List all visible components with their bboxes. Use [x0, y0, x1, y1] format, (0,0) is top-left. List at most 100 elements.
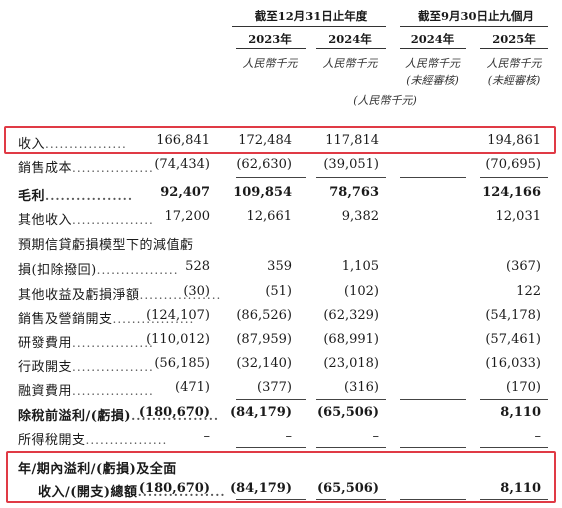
row-value: 166,841 — [130, 133, 210, 148]
row-value: – — [212, 429, 292, 444]
subtotal-line — [236, 447, 306, 448]
row-value: (70,695) — [441, 157, 541, 172]
header-unaudited-4: (未經審核) — [474, 72, 554, 88]
row-value: (377) — [212, 380, 292, 395]
table-row-selling-marketing: 銷售及營銷開支................. (124,107) (86,5… — [0, 305, 562, 327]
row-value: (74,434) — [130, 157, 210, 172]
row-value: (180,670) — [130, 405, 210, 420]
table-row-impairment-line1: 預期信貸虧損模型下的減值虧 — [0, 231, 562, 253]
header-unit-2: 人民幣千元 — [310, 55, 390, 71]
table-row-gross-profit: 毛利................. 92,407 109,854 78,76… — [0, 182, 562, 204]
row-value: (30) — [130, 284, 210, 299]
row-value: (54,178) — [441, 308, 541, 323]
subtotal-line — [316, 447, 386, 448]
row-value: – — [441, 429, 541, 444]
row-value: (102) — [299, 284, 379, 299]
row-value: (57,461) — [441, 332, 541, 347]
total-underline — [236, 499, 306, 500]
header-unaudited-3: (未經審核) — [395, 72, 470, 88]
table-row-admin-expenses: 行政開支................. (56,185) (32,140) … — [0, 353, 562, 375]
header-year-underline-4 — [480, 48, 548, 49]
header-year-underline-3 — [400, 48, 466, 49]
row-value: (65,506) — [299, 405, 379, 420]
table-row-total-comprehensive-line1: 年/期內溢利/(虧損)及全面 — [0, 455, 562, 477]
row-value: – — [130, 429, 210, 444]
row-value: (170) — [441, 380, 541, 395]
row-value: 12,031 — [441, 209, 541, 224]
row-value: (86,526) — [212, 308, 292, 323]
row-label: 其他收益及虧損淨額 — [18, 288, 140, 303]
row-label: 除稅前溢利/(虧損) — [18, 409, 131, 424]
row-value: 194,861 — [441, 133, 541, 148]
subtotal-line — [400, 447, 466, 448]
row-label: 融資費用 — [18, 384, 72, 399]
table-row-other-income: 其他收入................. 17,200 12,661 9,38… — [0, 206, 562, 228]
row-value: 528 — [130, 259, 210, 274]
row-label: 損(扣除撥回) — [18, 263, 97, 278]
row-dots: ................. — [45, 137, 127, 151]
row-value: (62,630) — [212, 157, 292, 172]
row-label: 其他收入 — [18, 213, 72, 228]
row-value: (110,012) — [130, 332, 210, 347]
row-value: (471) — [130, 380, 210, 395]
row-value: 8,110 — [441, 481, 541, 496]
header-group-full-year: 截至12月31日止年度 — [236, 8, 386, 24]
table-row-cost-of-sales: 銷售成本................. (74,434) (62,630) … — [0, 154, 562, 176]
table-row-revenue: 收入................. 166,841 172,484 117,… — [0, 130, 562, 152]
row-value: (84,179) — [212, 481, 292, 496]
row-value: (62,329) — [299, 308, 379, 323]
row-value: 8,110 — [441, 405, 541, 420]
header-year-2025-nine-months: 2025年 — [474, 31, 554, 47]
header-unit-1: 人民幣千元 — [230, 55, 310, 71]
table-row-other-gains-losses: 其他收益及虧損淨額................. (30) (51) (10… — [0, 281, 562, 303]
table-row-profit-before-tax: 除稅前溢利/(虧損)................. (180,670) (8… — [0, 402, 562, 424]
header-year-2024-nine-months: 2024年 — [395, 31, 470, 47]
header-year-2023: 2023年 — [230, 31, 310, 47]
table-row-impairment: 損(扣除撥回)................. 528 359 1,105 (… — [0, 256, 562, 278]
header-year-underline-1 — [236, 48, 306, 49]
row-value: (39,051) — [299, 157, 379, 172]
row-value: (87,959) — [212, 332, 292, 347]
subtotal-line — [400, 399, 466, 400]
row-value: 124,166 — [441, 185, 541, 200]
row-value: 12,661 — [212, 209, 292, 224]
row-value: 9,382 — [299, 209, 379, 224]
row-value: 359 — [212, 259, 292, 274]
row-label: 研發費用 — [18, 336, 72, 351]
table-row-income-tax: 所得稅開支................. – – – – — [0, 426, 562, 448]
row-label: 收入/(開支)總額 — [38, 485, 138, 500]
row-label: 銷售及營銷開支 — [18, 312, 113, 327]
row-dots: ................. — [45, 189, 133, 203]
header-year-2024: 2024年 — [310, 31, 390, 47]
header-group-nine-months-underline — [400, 26, 548, 27]
total-underline — [316, 499, 386, 500]
row-label: 毛利 — [18, 189, 45, 204]
row-value: – — [299, 429, 379, 444]
header-unit-note: (人民幣千元) — [335, 92, 435, 108]
row-value: (16,033) — [441, 356, 541, 371]
subtotal-line — [236, 399, 306, 400]
row-value: (56,185) — [130, 356, 210, 371]
row-label: 收入 — [18, 137, 45, 152]
subtotal-line — [316, 177, 386, 178]
row-value: 117,814 — [299, 133, 379, 148]
row-value: 78,763 — [299, 185, 379, 200]
header-unit-3: 人民幣千元 — [395, 55, 470, 71]
row-value: 17,200 — [130, 209, 210, 224]
row-value: 109,854 — [212, 185, 292, 200]
row-label: 行政開支 — [18, 360, 72, 375]
total-underline — [480, 499, 548, 500]
row-value: (316) — [299, 380, 379, 395]
row-value: 122 — [441, 284, 541, 299]
row-value: (124,107) — [130, 308, 210, 323]
table-row-total-comprehensive: 收入/(開支)總額................. (180,670) (84… — [0, 478, 562, 500]
row-value: (84,179) — [212, 405, 292, 420]
row-label: 所得稅開支 — [18, 433, 86, 448]
subtotal-line — [480, 399, 548, 400]
table-row-rd-expenses: 研發費用................. (110,012) (87,959)… — [0, 329, 562, 351]
subtotal-line — [236, 177, 306, 178]
row-label: 銷售成本 — [18, 161, 72, 176]
row-value: (68,991) — [299, 332, 379, 347]
row-value: (23,018) — [299, 356, 379, 371]
row-value: (51) — [212, 284, 292, 299]
